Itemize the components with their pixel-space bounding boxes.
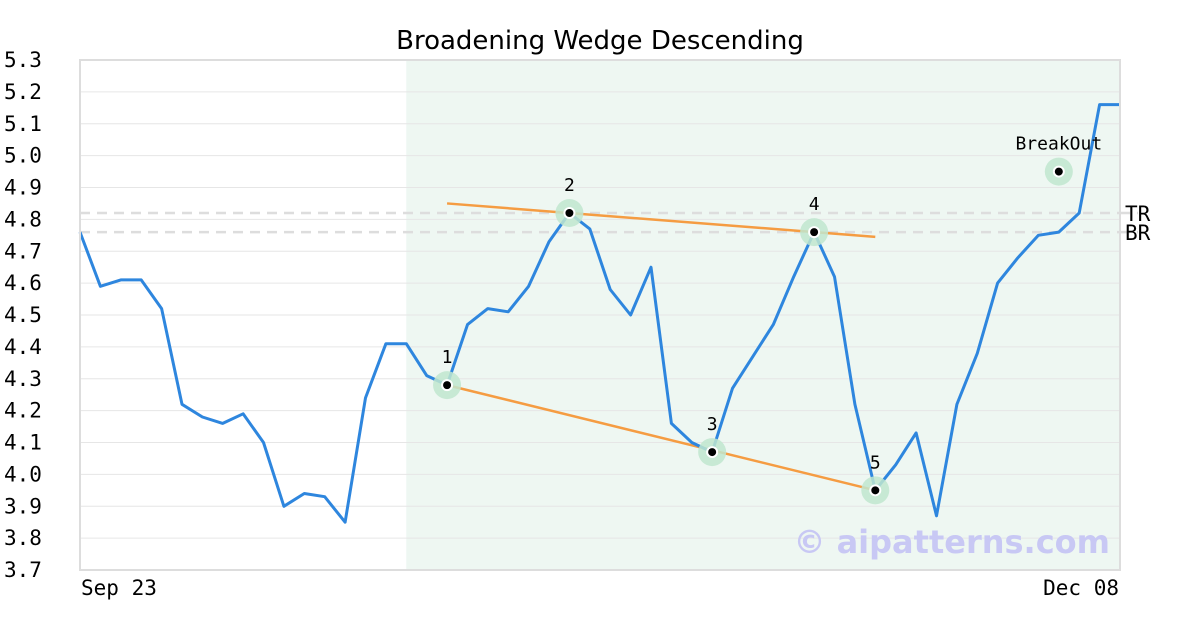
reference-label-tr: TR — [1125, 202, 1151, 226]
x-tick-label-start: Sep 23 — [81, 576, 157, 600]
chart-title: Broadening Wedge Descending — [396, 26, 804, 56]
price-series-layer — [78, 103, 1120, 524]
y-tick-label: 4.8 — [4, 207, 42, 231]
y-tick-label: 3.7 — [4, 558, 42, 582]
y-tick-label: 4.0 — [4, 462, 42, 486]
y-tick-label: 5.0 — [4, 144, 42, 168]
watermark: © aipatterns.com — [793, 523, 1110, 561]
y-tick-label: 5.1 — [4, 112, 42, 136]
y-tick-label: 5.2 — [4, 80, 42, 104]
y-tick-label: 3.9 — [4, 494, 42, 518]
y-tick-label: 4.5 — [4, 303, 42, 327]
pattern-point-marker — [1052, 165, 1065, 178]
plot-frame — [79, 59, 1121, 571]
pattern-point-marker — [808, 226, 821, 239]
y-tick-label: 4.2 — [4, 399, 42, 423]
pattern-point-marker — [563, 207, 576, 219]
y-tick-label: 4.7 — [4, 239, 42, 263]
pattern-point-label: 1 — [442, 347, 453, 368]
x-tick-label-end: Dec 08 — [1043, 576, 1119, 600]
pattern-point-label: 2 — [564, 175, 575, 196]
y-tick-label: 4.9 — [4, 176, 42, 200]
pattern-point-label: 3 — [707, 414, 718, 435]
reference-label-br: BR — [1125, 221, 1151, 245]
pattern-point-label: 5 — [870, 452, 881, 473]
pattern-point-marker — [441, 379, 454, 392]
pattern-point-marker — [869, 484, 882, 497]
pattern-point-label: 4 — [809, 194, 820, 215]
pattern-point-label: BreakOut — [1015, 134, 1102, 155]
y-tick-label: 4.1 — [4, 431, 42, 455]
pattern-point-marker — [706, 446, 719, 459]
y-tick-label: 4.4 — [4, 335, 42, 359]
y-tick-label: 4.6 — [4, 271, 42, 295]
y-tick-label: 4.3 — [4, 367, 42, 391]
price-line — [78, 103, 1120, 524]
pattern-points-layer: 1 2 3 4 5 BreakOut — [433, 134, 1102, 505]
y-tick-label: 3.8 — [4, 526, 42, 550]
lower-trend-line — [446, 383, 876, 492]
y-axis-ticks: 5.3 5.2 5.1 5.0 4.9 4.8 4.7 4.6 4.5 4.4 4.3 4.2 4.1 4… — [4, 48, 42, 582]
y-tick-label: 5.3 — [4, 48, 42, 72]
